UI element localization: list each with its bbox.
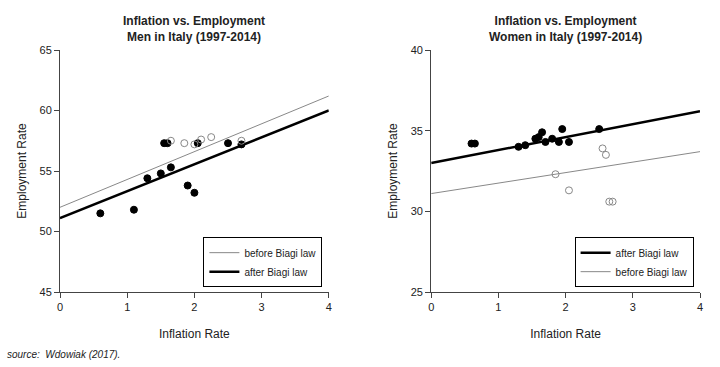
svg-text:3: 3 — [630, 301, 636, 313]
svg-text:1: 1 — [495, 301, 501, 313]
svg-text:4: 4 — [326, 301, 332, 313]
svg-text:50: 50 — [40, 225, 52, 237]
svg-text:45: 45 — [40, 286, 52, 298]
svg-text:Inflation Rate: Inflation Rate — [530, 327, 601, 341]
svg-text:before Biagi law: before Biagi law — [244, 248, 316, 259]
svg-text:0: 0 — [428, 301, 434, 313]
svg-text:55: 55 — [40, 165, 52, 177]
svg-text:2: 2 — [563, 301, 569, 313]
svg-text:40: 40 — [411, 44, 423, 56]
svg-text:60: 60 — [40, 104, 52, 116]
svg-text:after Biagi law: after Biagi law — [244, 267, 308, 278]
svg-text:Employment Rate: Employment Rate — [15, 123, 29, 219]
svg-text:35: 35 — [411, 125, 423, 137]
svg-text:65: 65 — [40, 44, 52, 56]
svg-text:3: 3 — [259, 301, 265, 313]
svg-text:4: 4 — [697, 301, 703, 313]
svg-text:Inflation Rate: Inflation Rate — [159, 327, 230, 341]
svg-text:before Biagi law: before Biagi law — [616, 267, 688, 278]
svg-text:Inflation vs. EmploymentMen in: Inflation vs. EmploymentMen in Italy (19… — [123, 14, 265, 44]
svg-text:2: 2 — [191, 301, 197, 313]
svg-text:1: 1 — [124, 301, 130, 313]
svg-text:Inflation vs. EmploymentWomen: Inflation vs. EmploymentWomen in Italy (… — [489, 14, 642, 44]
svg-text:source: Wdowiak (2017).: source: Wdowiak (2017). — [7, 349, 120, 360]
svg-text:0: 0 — [57, 301, 63, 313]
svg-text:30: 30 — [411, 205, 423, 217]
svg-text:25: 25 — [411, 286, 423, 298]
svg-text:Employment Rate: Employment Rate — [386, 123, 400, 219]
svg-text:after Biagi law: after Biagi law — [616, 248, 680, 259]
